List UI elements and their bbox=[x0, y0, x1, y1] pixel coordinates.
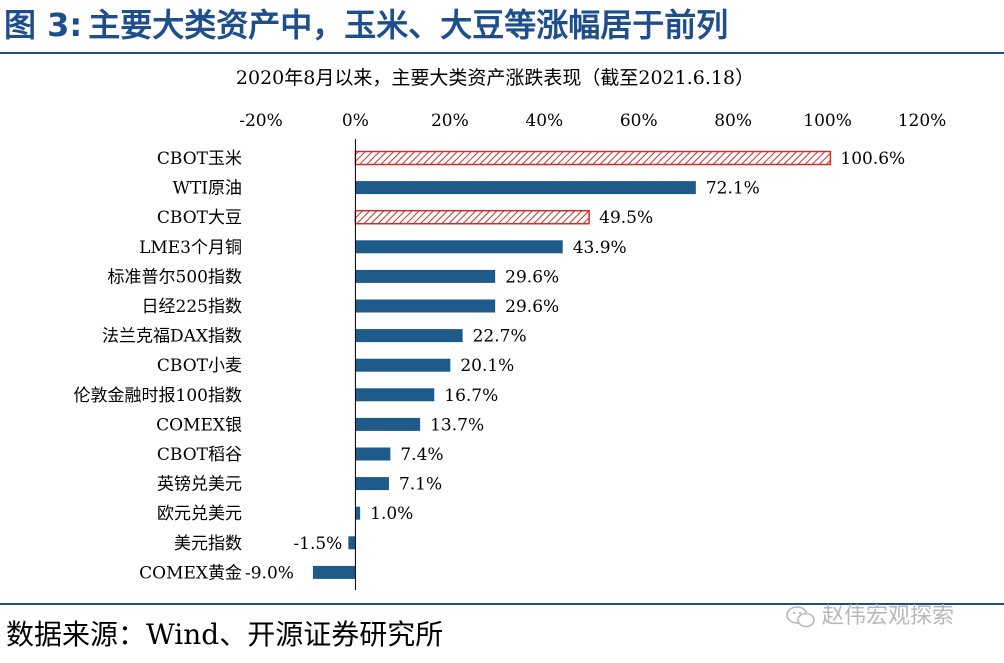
bar bbox=[312, 565, 356, 579]
watermark-text: 赵伟宏观探索 bbox=[822, 604, 955, 629]
category-label: CBOT玉米 bbox=[157, 149, 242, 169]
wechat-icon bbox=[786, 606, 815, 628]
value-label: -1.5% bbox=[293, 534, 342, 554]
title-divider bbox=[0, 52, 1004, 54]
x-tick-label: 20% bbox=[431, 111, 469, 131]
figure-label: 图 3: bbox=[4, 6, 83, 44]
x-axis-ticks: -20% 0% 20% 40% 60% 80% 100% 120% bbox=[239, 111, 946, 131]
value-label: 22.7% bbox=[473, 327, 527, 347]
category-label: LME3个月铜 bbox=[139, 238, 242, 258]
footer-divider bbox=[0, 603, 1004, 605]
x-tick-label: 100% bbox=[803, 111, 852, 131]
x-tick-label: 60% bbox=[620, 111, 658, 131]
bar bbox=[355, 299, 496, 313]
value-label: 13.7% bbox=[430, 415, 484, 435]
bar-chart: 2020年8月以来，主要大类资产涨跌表现（截至2021.6.18） -20% 0%… bbox=[74, 67, 946, 590]
value-label: 49.5% bbox=[599, 208, 653, 228]
category-label: CBOT稻谷 bbox=[157, 445, 242, 465]
x-tick-label: 40% bbox=[525, 111, 563, 131]
category-label: 欧元兑美元 bbox=[157, 504, 242, 524]
value-label: 7.1% bbox=[399, 475, 442, 495]
category-label: 英镑兑美元 bbox=[157, 475, 242, 495]
category-label: 伦敦金融时报100指数 bbox=[74, 386, 242, 406]
category-label: COMEX黄金 bbox=[139, 563, 242, 583]
bar bbox=[355, 477, 389, 491]
category-label: CBOT大豆 bbox=[157, 208, 242, 228]
value-label: 43.9% bbox=[573, 238, 627, 258]
x-tick-label: 0% bbox=[342, 111, 369, 131]
value-label: 29.6% bbox=[505, 297, 559, 317]
bar bbox=[348, 536, 356, 550]
value-label: 20.1% bbox=[460, 356, 514, 376]
value-label: 7.4% bbox=[400, 445, 443, 465]
x-tick-label: 80% bbox=[714, 111, 752, 131]
figure-title-text: 主要大类资产中，玉米、大豆等涨幅居于前列 bbox=[88, 6, 729, 44]
bar bbox=[355, 506, 361, 520]
watermark: 赵伟宏观探索 bbox=[786, 600, 954, 634]
category-labels: CBOT玉米 WTI原油 CBOT大豆 LME3个月铜标准普尔500指数日经225指数… bbox=[74, 149, 242, 583]
bar bbox=[354, 150, 832, 166]
category-label: COMEX银 bbox=[156, 415, 242, 435]
source-note: 数据来源：Wind、开源证券研究所 bbox=[6, 618, 444, 651]
bar bbox=[355, 181, 696, 195]
value-labels: 100.6% 72.1% 49.5% 43.9% 29.6% 29.6% 22.7% 20.1… bbox=[245, 149, 905, 583]
x-tick-label: 120% bbox=[898, 111, 947, 131]
bar bbox=[355, 447, 391, 461]
value-label: 16.7% bbox=[444, 386, 498, 406]
value-label: 29.6% bbox=[505, 267, 559, 287]
category-label: 标准普尔500指数 bbox=[108, 267, 242, 287]
bar bbox=[355, 417, 421, 431]
category-label: 法兰克福DAX指数 bbox=[102, 327, 242, 347]
value-label: 100.6% bbox=[840, 149, 905, 169]
bar bbox=[355, 358, 451, 372]
value-label: 72.1% bbox=[706, 179, 760, 199]
bar bbox=[355, 329, 463, 343]
category-label: CBOT小麦 bbox=[157, 356, 242, 376]
category-label: 美元指数 bbox=[174, 534, 242, 554]
bar bbox=[355, 269, 496, 283]
bars bbox=[312, 150, 832, 579]
bar bbox=[355, 388, 435, 402]
x-tick-label: -20% bbox=[239, 111, 283, 131]
value-label: 1.0% bbox=[370, 504, 413, 524]
category-label: 日经225指数 bbox=[142, 297, 242, 317]
chart-title: 2020年8月以来，主要大类资产涨跌表现（截至2021.6.18） bbox=[236, 67, 754, 89]
value-label: -9.0% bbox=[245, 563, 294, 583]
category-label: WTI原油 bbox=[172, 179, 242, 199]
bar bbox=[354, 209, 590, 225]
figure-title: 图 3: 主要大类资产中，玉米、大豆等涨幅居于前列 bbox=[4, 0, 728, 50]
bar bbox=[355, 240, 563, 254]
